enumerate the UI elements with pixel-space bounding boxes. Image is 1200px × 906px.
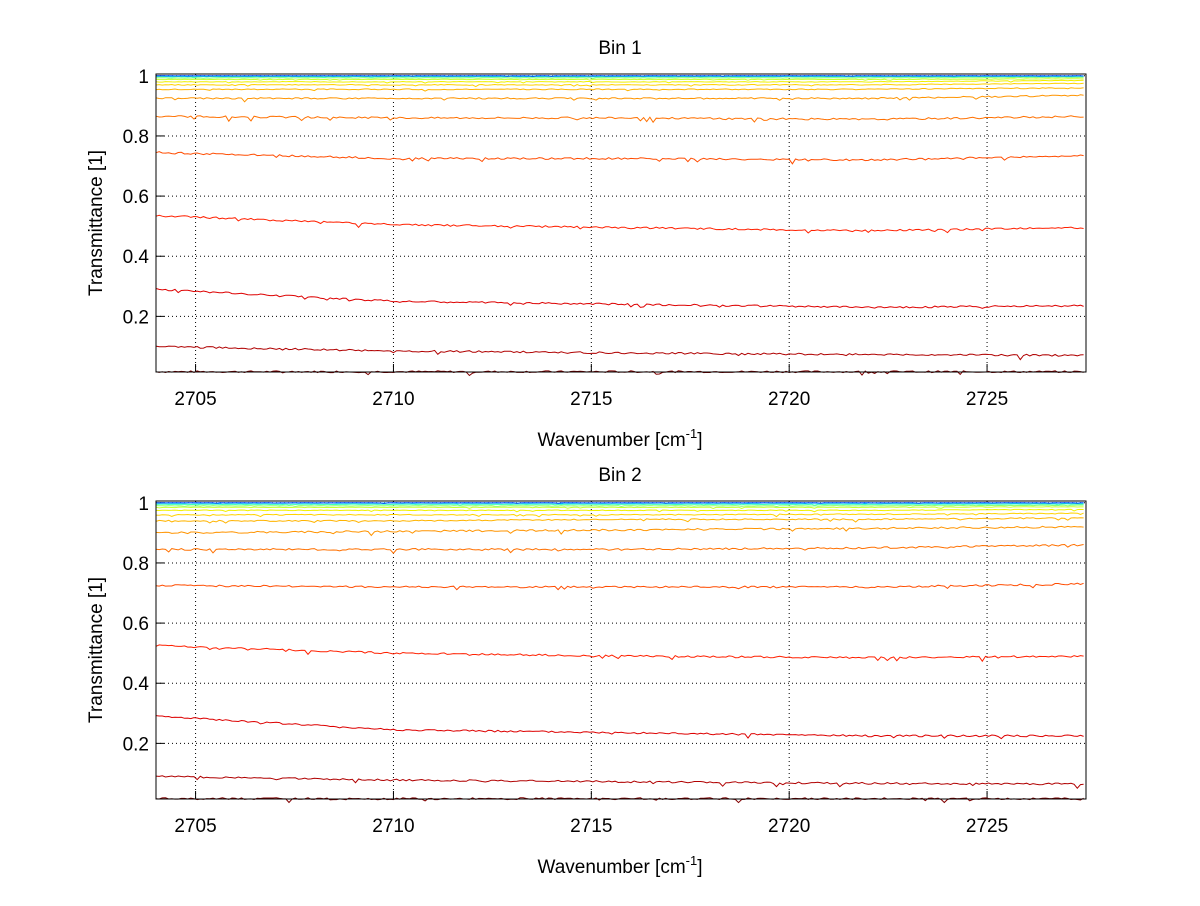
- y-axis-label: Transmittance [1]: [86, 150, 107, 296]
- axes-frame: [155, 500, 1087, 800]
- x-tick-label: 2705: [174, 389, 216, 410]
- series-line-2: [155, 775, 1084, 789]
- axes-frame: [155, 73, 1087, 373]
- series-line-11: [155, 78, 1084, 81]
- series-line-9: [155, 512, 1084, 518]
- y-tick-label: 0.8: [123, 127, 149, 148]
- series-line-9: [155, 82, 1084, 88]
- x-tick-label: 2725: [966, 816, 1008, 837]
- x-tick-label: 2715: [570, 389, 612, 410]
- x-tick-label: 2710: [372, 389, 414, 410]
- series-line-11: [155, 506, 1084, 510]
- axes-bin-2: Bin 2 Transmittance [1] Wavenumber [cm-1…: [86, 465, 1087, 878]
- chart-title: Bin 2: [598, 465, 641, 486]
- series-line-13: [155, 503, 1084, 506]
- chart-title: Bin 1: [598, 38, 641, 59]
- y-tick-label: 1: [138, 494, 149, 515]
- series-line-2: [155, 345, 1084, 361]
- x-tick-label: 2725: [966, 389, 1008, 410]
- y-tick-label: 0.6: [123, 187, 149, 208]
- series-line-3: [155, 288, 1084, 309]
- y-tick-label: 0.8: [123, 554, 149, 575]
- series-line-4: [155, 644, 1084, 663]
- series-line-6: [155, 115, 1084, 124]
- y-tick-label: 0.2: [123, 734, 149, 755]
- series-line-15: [155, 75, 1084, 78]
- x-axis-label: Wavenumber [cm-1]: [537, 426, 702, 451]
- x-tick-label: 2720: [768, 389, 810, 410]
- x-tick-label: 2710: [372, 816, 414, 837]
- axes-bin-1: Bin 1 Transmittance [1] Wavenumber [cm-1…: [86, 38, 1087, 451]
- series-line-4: [155, 214, 1084, 234]
- series-line-12: [155, 76, 1084, 80]
- x-tick-label: 2715: [570, 816, 612, 837]
- series-line-10: [155, 79, 1084, 84]
- x-axis-label: Wavenumber [cm-1]: [537, 853, 702, 878]
- series-line-7: [155, 94, 1084, 103]
- series-line-7: [155, 525, 1084, 537]
- series-line-6: [155, 543, 1084, 554]
- series-line-3: [155, 715, 1084, 740]
- y-tick-label: 1: [138, 67, 149, 88]
- series-line-5: [155, 151, 1084, 165]
- y-tick-label: 0.2: [123, 307, 149, 328]
- x-tick-label: 2705: [174, 816, 216, 837]
- x-tick-label: 2720: [768, 816, 810, 837]
- series-line-10: [155, 508, 1084, 513]
- series-line-12: [155, 504, 1084, 508]
- series-line-8: [155, 517, 1084, 524]
- y-tick-label: 0.6: [123, 614, 149, 635]
- series-line-8: [155, 87, 1084, 92]
- y-tick-label: 0.4: [123, 674, 150, 695]
- series-line-5: [155, 582, 1084, 591]
- y-axis-label: Transmittance [1]: [86, 577, 107, 723]
- series-line-15: [155, 502, 1084, 505]
- y-tick-label: 0.4: [123, 247, 150, 268]
